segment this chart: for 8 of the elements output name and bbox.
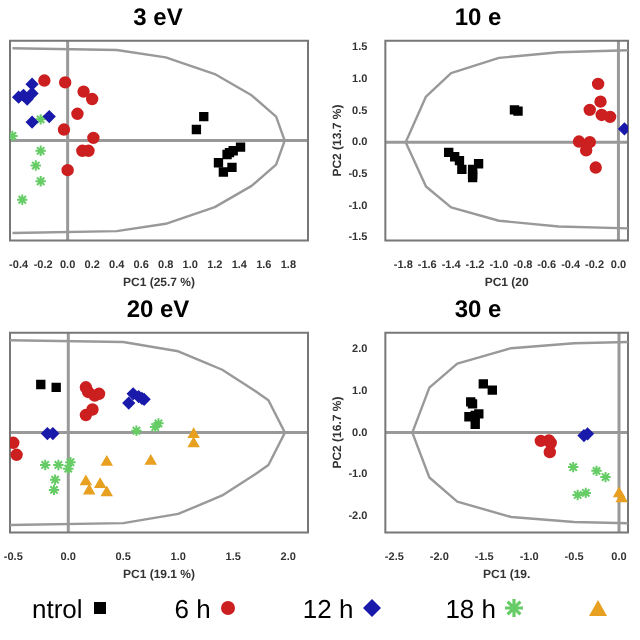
legend-label: ntrol: [32, 593, 83, 623]
chart-title: 20 eV: [126, 295, 190, 324]
legend-label: 6 h: [174, 593, 211, 623]
legend-label: 18 h: [445, 593, 496, 623]
chart-title: 30 e: [454, 295, 502, 324]
chart-title: 10 e: [454, 3, 502, 32]
chart-title: 3 eV: [133, 3, 183, 32]
legend-label: 12 h: [302, 593, 354, 623]
